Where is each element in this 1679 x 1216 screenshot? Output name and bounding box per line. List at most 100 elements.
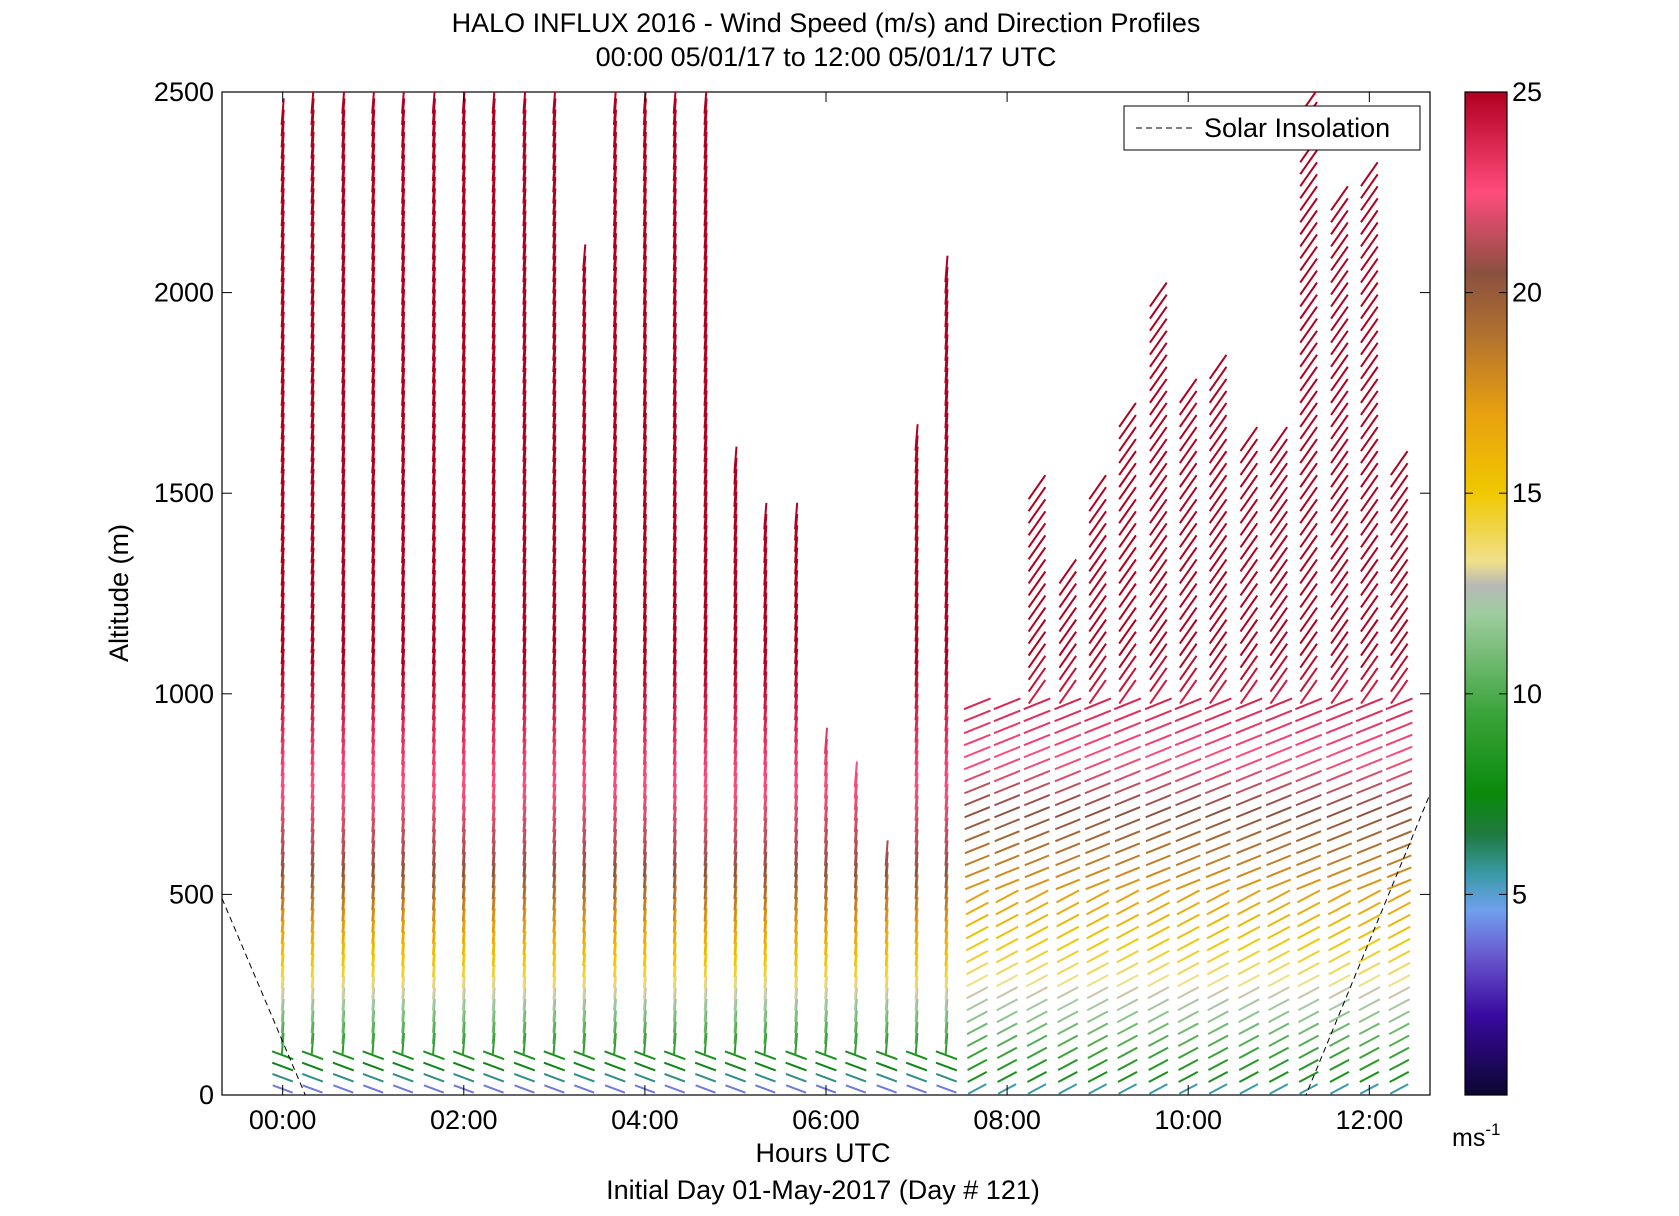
wind-arrow — [1357, 901, 1382, 916]
wind-arrow — [1236, 878, 1262, 891]
wind-arrow — [1084, 757, 1112, 771]
wind-arrow — [332, 1073, 354, 1083]
wind-arrow — [392, 1073, 414, 1083]
wind-arrow — [1299, 390, 1318, 416]
wind-arrow — [1145, 806, 1172, 819]
wind-arrow — [1179, 619, 1198, 645]
wind-arrow — [823, 727, 829, 754]
wind-arrow — [1088, 534, 1107, 560]
wind-arrow — [1360, 318, 1379, 344]
wind-arrow — [1388, 1046, 1410, 1059]
wind-arrow — [1299, 607, 1318, 633]
wind-arrow — [815, 1050, 837, 1061]
wind-arrow — [994, 806, 1021, 819]
wind-arrow — [1025, 949, 1049, 964]
wind-arrow — [1116, 949, 1139, 964]
wind-arrow — [1296, 878, 1322, 891]
wind-arrow — [1356, 806, 1383, 819]
wind-arrow — [1390, 570, 1409, 597]
wind-arrow — [452, 1050, 475, 1061]
wind-arrow — [1239, 498, 1259, 524]
wind-arrow — [1269, 619, 1288, 645]
wind-arrow — [1204, 745, 1232, 759]
wind-arrow — [1265, 757, 1293, 771]
wind-arrow — [1026, 1070, 1048, 1083]
wind-arrow — [1299, 378, 1318, 404]
wind-arrow — [1235, 781, 1263, 795]
wind-arrow — [1025, 937, 1049, 952]
wind-arrow — [1024, 878, 1050, 891]
x-tick-label: 04:00 — [611, 1105, 679, 1135]
wind-arrow — [1330, 546, 1349, 572]
wind-arrow — [1088, 631, 1107, 657]
wind-arrow — [1208, 655, 1228, 681]
wind-arrow — [1207, 1034, 1229, 1048]
wind-arrow — [1208, 366, 1228, 392]
wind-arrow — [1085, 878, 1111, 891]
wind-arrow — [1327, 889, 1352, 904]
wind-arrow — [1179, 570, 1198, 597]
wind-arrow — [301, 1050, 324, 1061]
wind-arrow — [1176, 889, 1200, 904]
wind-arrow — [1238, 1010, 1260, 1024]
wind-arrow — [1179, 522, 1198, 548]
wind-arrow — [1330, 498, 1349, 524]
y-tick-label: 1000 — [154, 679, 214, 709]
wind-arrow — [1113, 721, 1142, 735]
wind-arrow — [1269, 522, 1288, 548]
wind-arrow — [552, 92, 557, 114]
wind-arrow — [1177, 974, 1200, 988]
wind-arrow — [1114, 818, 1141, 831]
wind-arrow — [1115, 901, 1140, 916]
y-axis: 0 500 1000 1500 2000 2500 — [154, 77, 1430, 1110]
wind-arrow — [1235, 794, 1262, 807]
wind-arrow — [1299, 462, 1318, 488]
x-tick-label: 08:00 — [973, 1105, 1041, 1135]
wind-arrow — [1357, 925, 1381, 940]
wind-arrow — [1360, 245, 1379, 272]
y-tick-label: 1500 — [154, 478, 214, 508]
wind-arrow — [785, 1084, 807, 1094]
wind-arrow — [1058, 631, 1077, 657]
wind-arrow — [1267, 925, 1291, 940]
wind-arrow — [1356, 854, 1382, 867]
wind-arrow — [964, 854, 990, 867]
wind-arrow — [1088, 582, 1107, 609]
wind-arrow — [1179, 462, 1198, 488]
wind-arrow — [1386, 854, 1412, 867]
wind-arrow — [1118, 474, 1137, 500]
wind-arrow — [1237, 913, 1261, 928]
wind-arrow — [965, 889, 990, 904]
wind-arrow — [1357, 937, 1381, 952]
wind-arrow — [1027, 486, 1047, 512]
wind-arrow — [1297, 925, 1321, 940]
wind-arrow — [914, 424, 919, 451]
wind-arrow — [1360, 161, 1379, 187]
wind-arrow — [423, 1084, 445, 1094]
wind-arrow — [1387, 913, 1411, 928]
wind-arrow — [392, 1050, 415, 1061]
wind-arrow — [301, 1073, 324, 1083]
wind-arrow — [1236, 818, 1262, 831]
wind-arrow — [1117, 1070, 1138, 1083]
wind-arrow — [1149, 342, 1168, 368]
wind-arrow — [1146, 937, 1170, 952]
wind-arrow — [965, 937, 989, 952]
wind-arrow — [514, 1084, 535, 1094]
wind-arrow — [1208, 546, 1228, 572]
wind-arrow — [1118, 534, 1137, 560]
wind-arrow — [1175, 854, 1201, 867]
wind-arrow — [1115, 913, 1140, 928]
wind-arrow — [1330, 306, 1349, 332]
wind-arrow — [1267, 937, 1291, 952]
wind-arrow — [1326, 818, 1353, 831]
wind-arrow — [1386, 818, 1413, 831]
wind-arrow — [1175, 794, 1202, 807]
wind-arrow — [1328, 974, 1351, 988]
wind-arrow — [1204, 721, 1232, 735]
wind-arrow — [1027, 1083, 1047, 1095]
wind-arrow — [1299, 619, 1318, 645]
wind-arrow — [1145, 769, 1172, 783]
wind-arrow — [1207, 1022, 1229, 1036]
wind-arrow — [1268, 1046, 1290, 1059]
